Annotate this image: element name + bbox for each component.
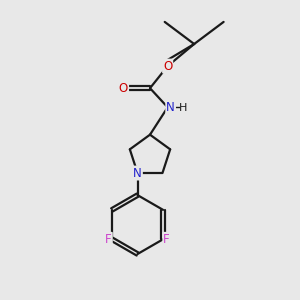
Text: F: F bbox=[105, 233, 112, 246]
Text: O: O bbox=[163, 60, 172, 73]
Text: F: F bbox=[163, 233, 170, 246]
Text: N: N bbox=[133, 167, 142, 179]
Text: N: N bbox=[166, 101, 175, 114]
Text: O: O bbox=[119, 82, 128, 95]
Text: H: H bbox=[179, 103, 187, 113]
